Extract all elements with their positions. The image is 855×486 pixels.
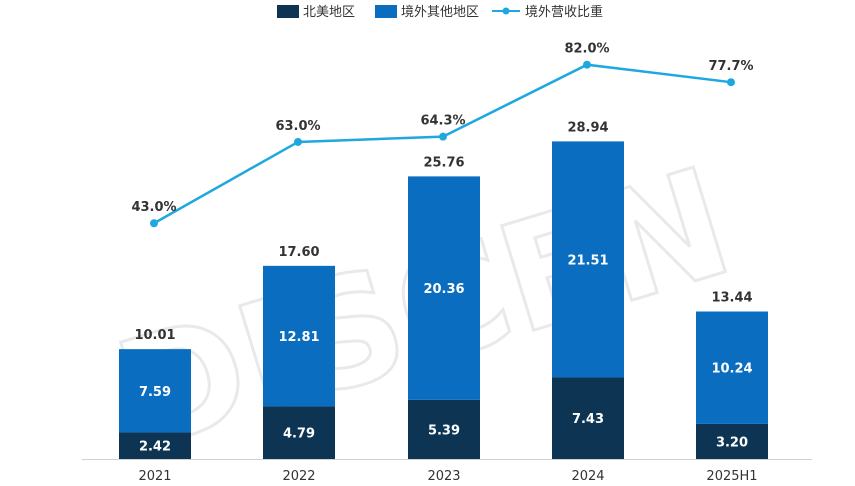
bar-north-america-2024 <box>552 377 624 459</box>
value-label-north-america-2025h1: 3.20 <box>716 435 748 450</box>
ratio-label-2022: 63.0% <box>275 119 320 134</box>
legend-swatch-other-overseas <box>375 5 397 18</box>
total-label-2025h1: 13.44 <box>711 290 752 305</box>
ratio-label-2025h1: 77.7% <box>708 59 753 74</box>
legend-swatch-north-america <box>277 5 299 18</box>
value-label-north-america-2021: 2.42 <box>139 440 171 455</box>
legend-label-north-america: 北美地区 <box>303 5 355 20</box>
total-label-2021: 10.01 <box>134 328 175 343</box>
legend-item-other-overseas[interactable]: 境外其他地区 <box>375 5 479 20</box>
value-label-north-america-2022: 4.79 <box>283 427 315 442</box>
ratio-label-2021: 43.0% <box>131 200 176 215</box>
bar-other-overseas-2021 <box>119 349 191 433</box>
total-label-2023: 25.76 <box>423 155 464 170</box>
legend-label-overseas-ratio: 境外营收比重 <box>525 4 603 20</box>
ratio-point-2023 <box>439 132 447 141</box>
value-label-other-overseas-2021: 7.59 <box>139 385 171 400</box>
total-label-2022: 17.60 <box>278 245 319 260</box>
x-tick-label-2023: 2023 <box>427 469 460 484</box>
x-tick-label-2022: 2022 <box>282 469 315 484</box>
legend: 北美地区 境外其他地区 境外营收比重 <box>277 4 603 20</box>
value-label-other-overseas-2024: 21.51 <box>567 253 608 268</box>
ratio-point-2025h1 <box>727 78 735 87</box>
x-tick-label-2024: 2024 <box>571 469 604 484</box>
bar-north-america-2022 <box>263 406 335 459</box>
x-tick-label-2025h1: 2025H1 <box>706 469 757 484</box>
ratio-point-2022 <box>294 137 302 146</box>
bars-layer <box>119 141 768 459</box>
bar-other-overseas-2023 <box>408 176 480 400</box>
ratio-label-2023: 64.3% <box>420 114 465 129</box>
ratio-point-2024 <box>583 60 591 69</box>
value-label-north-america-2024: 7.43 <box>572 412 604 427</box>
bar-other-overseas-2024 <box>552 141 624 378</box>
value-label-other-overseas-2023: 20.36 <box>423 282 464 297</box>
labels-layer: 2.42 7.59 10.01 2021 4.79 12.81 17.60 2022 5.39 2… <box>131 42 757 484</box>
x-tick-label-2021: 2021 <box>138 469 171 484</box>
bar-other-overseas-2022 <box>263 265 335 407</box>
total-label-2024: 28.94 <box>567 120 608 135</box>
legend-marker-overseas-ratio <box>502 7 510 15</box>
ratio-point-2021 <box>150 219 158 228</box>
legend-label-other-overseas: 境外其他地区 <box>401 5 479 20</box>
bar-north-america-2025h1 <box>696 423 768 459</box>
bar-other-overseas-2025h1 <box>696 311 768 424</box>
ratio-label-2024: 82.0% <box>564 42 609 57</box>
legend-item-north-america[interactable]: 北美地区 <box>277 5 355 20</box>
value-label-other-overseas-2022: 12.81 <box>278 330 319 345</box>
ratio-line-layer <box>150 60 735 228</box>
value-label-north-america-2023: 5.39 <box>428 423 460 438</box>
value-label-other-overseas-2025h1: 10.24 <box>711 362 752 377</box>
bar-north-america-2023 <box>408 399 480 459</box>
bar-north-america-2021 <box>119 432 191 459</box>
legend-item-overseas-ratio[interactable]: 境外营收比重 <box>492 4 603 20</box>
